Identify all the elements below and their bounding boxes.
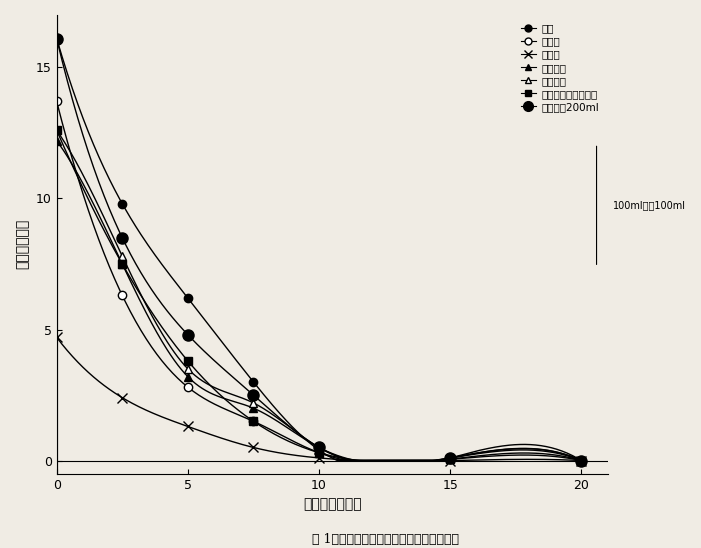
Y-axis label: アルコール度: アルコール度 — [15, 219, 29, 270]
Text: 100ml＋水100ml: 100ml＋水100ml — [613, 201, 686, 210]
Legend: 清酒, みりん, ビール, 赤ワイン, 白ワイン, 白ワイン（蓋有り）, 清酒　　200ml: 清酒, みりん, ビール, 赤ワイン, 白ワイン, 白ワイン（蓋有り）, 清酒 … — [517, 20, 602, 115]
X-axis label: 加熱時間（分）: 加熱時間（分） — [303, 497, 362, 511]
Text: 図 1。加熱時間に伴うアルコール度の変化: 図 1。加熱時間に伴うアルコール度の変化 — [312, 533, 459, 545]
